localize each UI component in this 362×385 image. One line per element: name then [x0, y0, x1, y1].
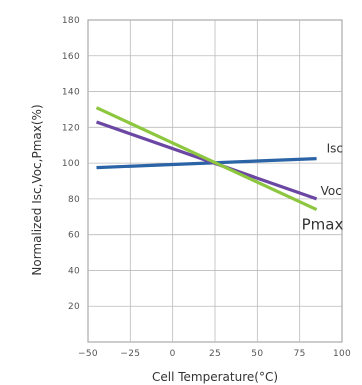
series-lines: [95, 106, 318, 212]
x-tick-label: −50: [78, 349, 98, 359]
y-tick-labels: 20 40 60 80 100 120 140 160 180: [62, 16, 80, 312]
series-line-isc: [96, 157, 317, 170]
y-tick-label: 100: [62, 159, 80, 169]
y-tick-label: 180: [62, 16, 80, 26]
y-tick-label: 20: [68, 302, 80, 312]
series-label-pmax: Pmax: [302, 216, 344, 234]
series-label-isc: Isc: [327, 142, 343, 156]
x-tick-label: 0: [170, 349, 176, 359]
x-tick-label: −25: [120, 349, 140, 359]
y-tick-label: 140: [62, 88, 80, 98]
y-axis-label: Normalized Isc,Voc,Pmax(%): [30, 104, 44, 275]
series-labels: Isc Voc Pmax: [302, 142, 344, 234]
series-line-voc: [95, 120, 318, 201]
y-tick-label: 120: [62, 123, 80, 133]
y-tick-label: 60: [68, 231, 80, 241]
series-line-pmax: [95, 106, 318, 212]
x-tick-label: 25: [209, 349, 221, 359]
x-tick-labels: −50 −25 0 25 50 75 100: [78, 349, 351, 359]
x-tick-label: 100: [333, 349, 351, 359]
y-tick-label: 80: [68, 195, 80, 205]
y-tick-label: 160: [62, 52, 80, 62]
y-tick-label: 40: [68, 266, 80, 276]
x-tick-label: 75: [294, 349, 306, 359]
series-label-voc: Voc: [321, 184, 342, 198]
x-axis-label: Cell Temperature(°C): [152, 370, 278, 384]
x-tick-label: 50: [251, 349, 263, 359]
